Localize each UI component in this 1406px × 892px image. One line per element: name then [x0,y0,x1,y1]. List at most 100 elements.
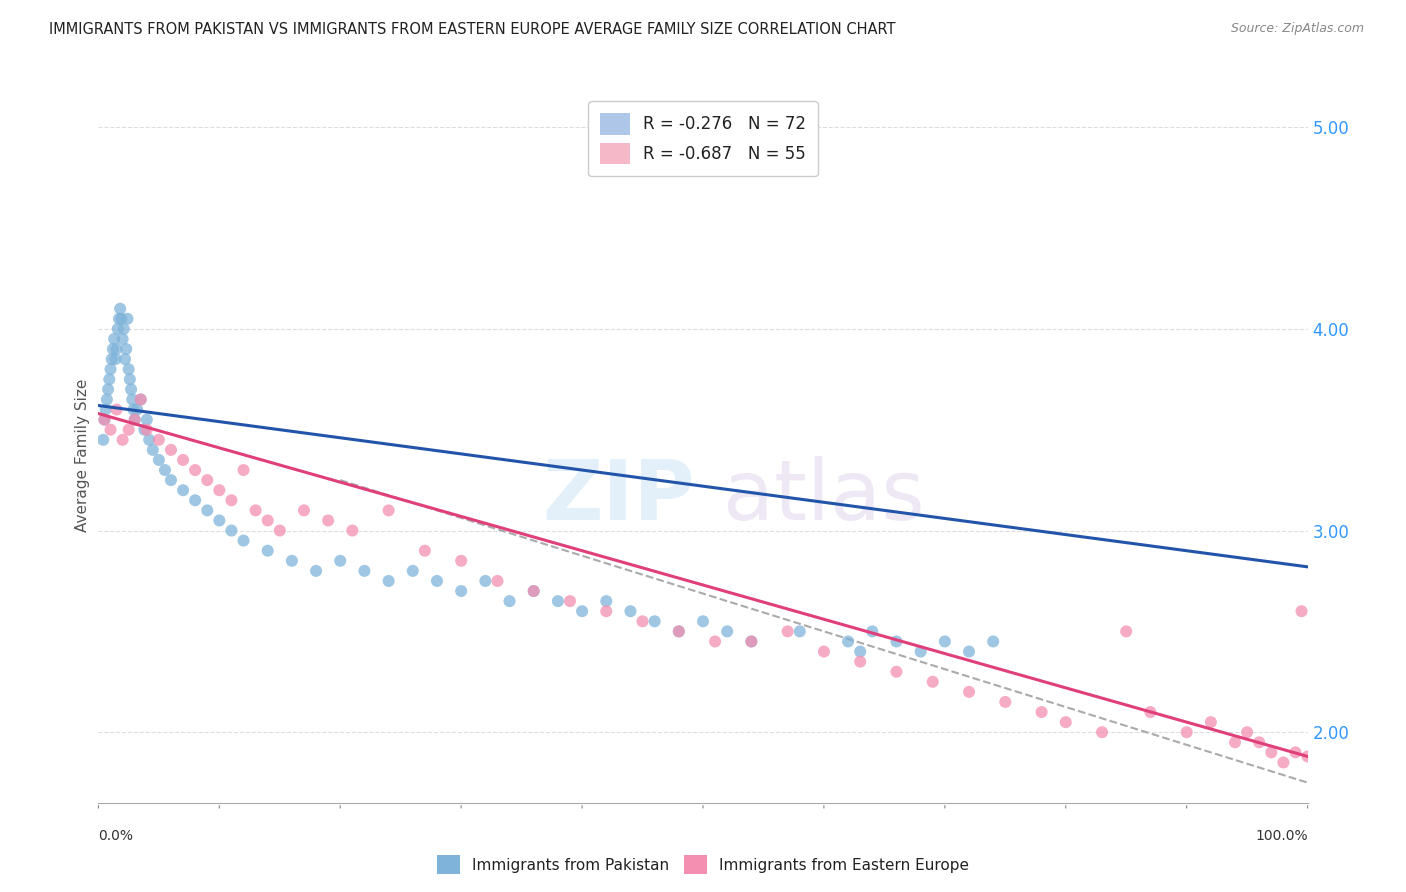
Point [704,634,727,648]
Text: 100.0%: 100.0% [1256,829,1308,843]
Point [98,372,121,386]
Point [100,362,122,376]
Point [97,383,120,397]
Point [103,332,125,346]
Point [1091,725,1114,739]
Point [245,503,267,517]
Point [619,604,641,618]
Point [668,624,690,639]
Point [184,493,207,508]
Point [316,513,339,527]
Point [1054,715,1077,730]
Point [118,423,141,437]
Point [114,352,136,367]
Point [122,402,145,417]
Point [353,564,375,578]
Point [849,655,872,669]
Point [96,392,118,407]
Point [281,554,304,568]
Point [571,604,593,618]
Point [100,423,122,437]
Point [342,524,364,538]
Point [105,402,128,417]
Point [292,503,315,517]
Point [1223,735,1246,749]
Point [776,624,799,639]
Point [160,473,183,487]
Point [1199,715,1222,730]
Point [813,644,835,658]
Point [93,412,115,426]
Point [1291,604,1313,618]
Point [148,433,170,447]
Point [910,644,932,658]
Point [886,634,908,648]
Point [153,463,176,477]
Point [208,483,231,498]
Point [740,634,762,648]
Point [329,554,352,568]
Text: atlas: atlas [723,456,925,537]
Point [100,352,122,367]
Point [426,574,449,588]
Point [789,624,811,639]
Text: 0.0%: 0.0% [98,829,134,843]
Point [118,362,141,376]
Point [135,412,157,426]
Point [558,594,581,608]
Point [860,624,883,639]
Point [138,433,160,447]
Point [184,463,207,477]
Point [1236,725,1258,739]
Point [232,533,254,548]
Point [111,433,134,447]
Point [849,644,872,658]
Text: ZIP: ZIP [543,456,695,537]
Point [595,594,617,608]
Point [142,442,165,457]
Point [886,665,908,679]
Point [1249,735,1271,749]
Point [1115,624,1137,639]
Point [160,442,183,457]
Point [498,594,520,608]
Point [111,332,134,346]
Point [523,584,546,599]
Point [110,311,132,326]
Point [129,392,152,407]
Point [124,412,146,426]
Point [208,513,231,527]
Point [486,574,509,588]
Point [402,564,425,578]
Point [1260,745,1282,759]
Point [93,412,115,426]
Point [134,423,156,437]
Point [957,685,980,699]
Point [118,372,141,386]
Point [305,564,328,578]
Point [450,554,472,568]
Point [1296,749,1319,764]
Point [112,322,135,336]
Point [740,634,762,648]
Point [135,423,157,437]
Point [105,342,128,356]
Point [101,342,124,356]
Point [377,503,399,517]
Point [94,402,117,417]
Point [117,311,139,326]
Point [1139,705,1161,719]
Point [195,473,218,487]
Point [692,615,714,629]
Point [172,453,194,467]
Point [256,543,278,558]
Point [127,402,149,417]
Point [124,412,146,426]
Point [256,513,278,527]
Point [644,615,666,629]
Point [474,574,496,588]
Point [121,392,143,407]
Point [595,604,617,618]
Point [232,463,254,477]
Point [994,695,1017,709]
